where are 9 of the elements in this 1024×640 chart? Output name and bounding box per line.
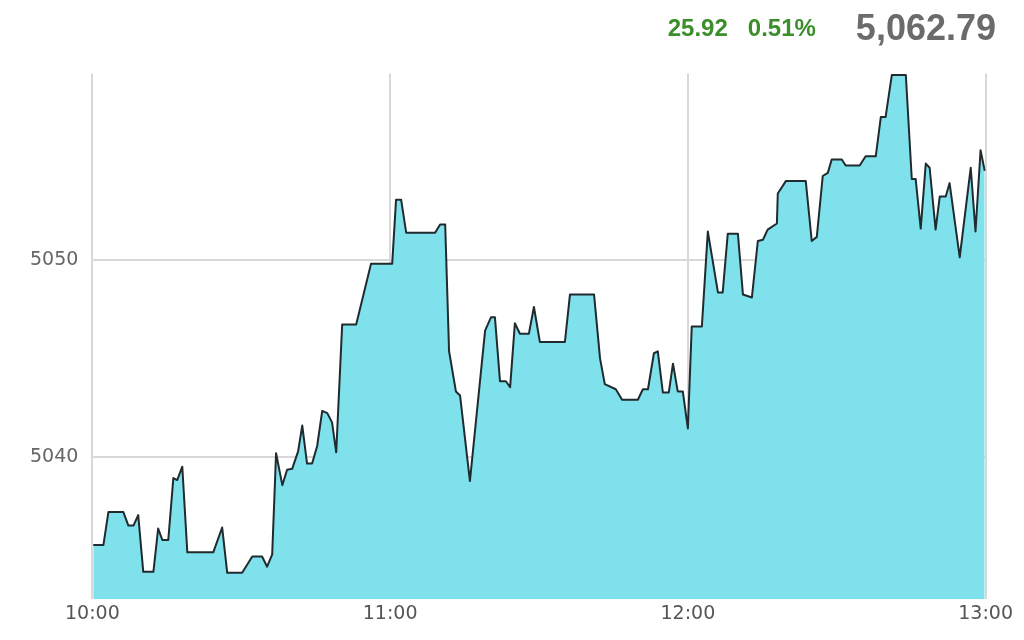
x-tick-label: 11:00 [362, 600, 418, 623]
text: 25.92 [667, 14, 728, 42]
y-tick-label: 5040 [29, 444, 79, 467]
x-tick-label: 10:00 [64, 600, 120, 623]
text: 0.51% [747, 14, 816, 42]
text: 5,062.79 [855, 7, 996, 49]
x-tick-label: 13:00 [958, 600, 1014, 623]
x-tick-label: 12:00 [660, 600, 716, 623]
y-tick-label: 5050 [29, 247, 79, 270]
